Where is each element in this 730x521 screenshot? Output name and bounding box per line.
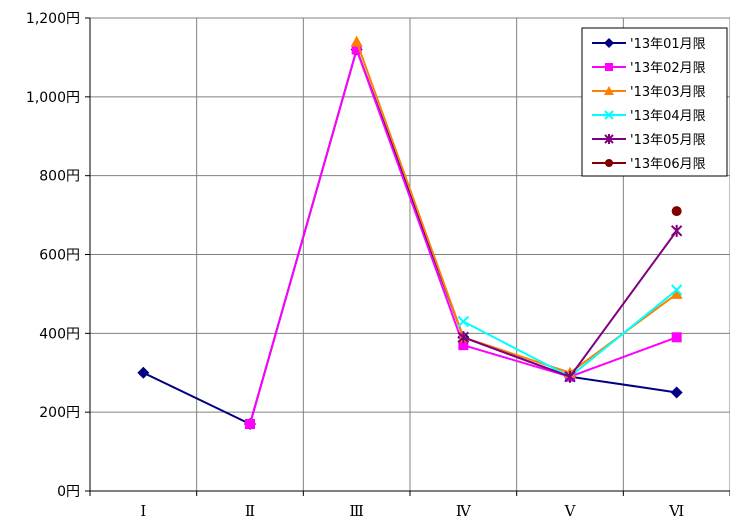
data-point [458, 340, 469, 351]
legend-label: '13年06月限 [630, 157, 706, 172]
x-tick-label: Ⅲ [349, 502, 363, 520]
data-point [351, 44, 362, 55]
legend-marker [605, 159, 613, 167]
legend-item: '13年01月限 [592, 37, 706, 52]
legend-item: '13年02月限 [592, 61, 706, 76]
legend-label: '13年01月限 [630, 37, 706, 52]
legend-item: '13年03月限 [592, 85, 706, 100]
axes [85, 17, 730, 496]
y-tick-label: 800円 [39, 169, 80, 185]
series-6 [671, 206, 682, 217]
y-tick-label: 400円 [39, 326, 80, 342]
legend-item: '13年04月限 [592, 109, 706, 124]
y-tick-label: 200円 [39, 405, 80, 421]
y-tick-label: 1,200円 [26, 11, 80, 27]
data-point [670, 386, 683, 399]
legend: '13年01月限 '13年02月限 '13年03月限 '13年04月限 '13年05月限… [581, 27, 728, 177]
x-tick-label: Ⅴ [564, 502, 577, 520]
series-5 [457, 224, 683, 383]
x-tick-label: Ⅰ [140, 502, 146, 520]
legend-box [581, 27, 728, 177]
data-point [671, 332, 682, 343]
data-point [670, 287, 683, 299]
y-axis-ticks: 0円 200円 400円 600円 800円 1,000円 1,200円 [26, 11, 80, 500]
y-tick-label: 600円 [39, 248, 80, 264]
legend-marker [604, 38, 614, 48]
x-axis-ticks: Ⅰ Ⅱ Ⅲ Ⅳ Ⅴ Ⅵ [140, 502, 684, 520]
data-point [670, 224, 683, 237]
data-point [670, 284, 683, 296]
legend-marker [604, 110, 614, 120]
data-point [137, 366, 150, 379]
series [137, 35, 683, 430]
data-point [671, 206, 682, 217]
y-tick-label: 1,000円 [26, 90, 80, 106]
legend-label: '13年04月限 [630, 109, 706, 124]
legend-item: '13年06月限 [592, 157, 706, 172]
legend-marker [605, 63, 613, 71]
x-tick-label: Ⅱ [245, 502, 255, 520]
legend-label: '13年02月限 [630, 61, 706, 76]
data-point [564, 370, 576, 383]
data-point [457, 315, 470, 328]
legend-item: '13年05月限 [592, 133, 706, 148]
data-point [457, 331, 470, 344]
legend-label: '13年05月限 [630, 133, 706, 148]
y-tick-label: 0円 [57, 484, 80, 500]
legend-marker [604, 134, 614, 144]
x-tick-label: Ⅳ [456, 502, 472, 520]
series-line [142, 46, 677, 426]
data-point [245, 418, 255, 429]
legend-label: '13年03月限 [630, 85, 706, 100]
x-tick-label: Ⅵ [668, 502, 684, 520]
legend-marker [604, 86, 614, 95]
data-point [350, 35, 363, 47]
